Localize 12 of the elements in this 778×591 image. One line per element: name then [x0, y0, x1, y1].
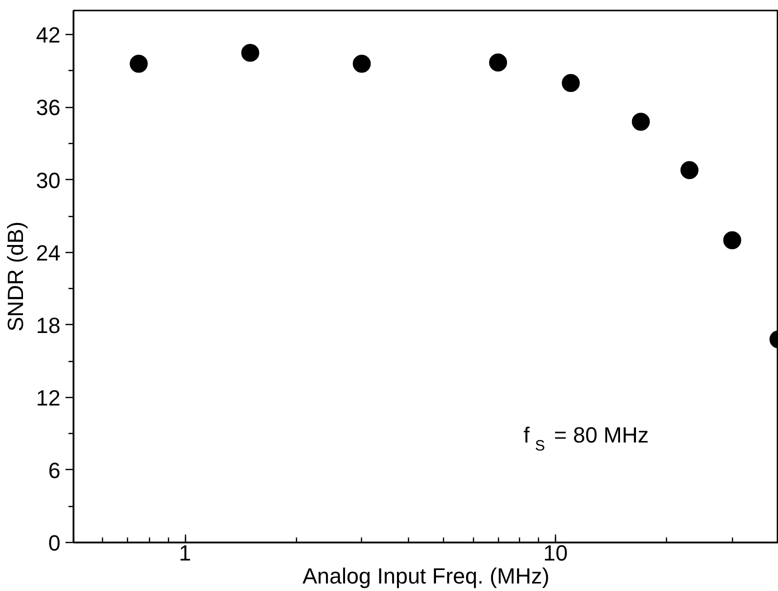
y-tick-label: 12	[36, 385, 61, 410]
y-tick-label: 42	[36, 22, 61, 48]
x-tick-label: 1	[178, 540, 192, 566]
y-tick-label: 36	[36, 95, 61, 120]
x-axis-title: Analog Input Freq. (MHz)	[302, 564, 550, 588]
y-tick-label: 0	[48, 530, 61, 556]
y-tick-label: 6	[48, 458, 61, 483]
y-tick-label: 24	[36, 240, 61, 266]
y-tick-label: 30	[36, 168, 61, 193]
y-axis-title: SNDR (dB)	[3, 221, 28, 332]
y-tick-label: 18	[36, 312, 61, 338]
x-tick-label: 10	[543, 540, 568, 566]
